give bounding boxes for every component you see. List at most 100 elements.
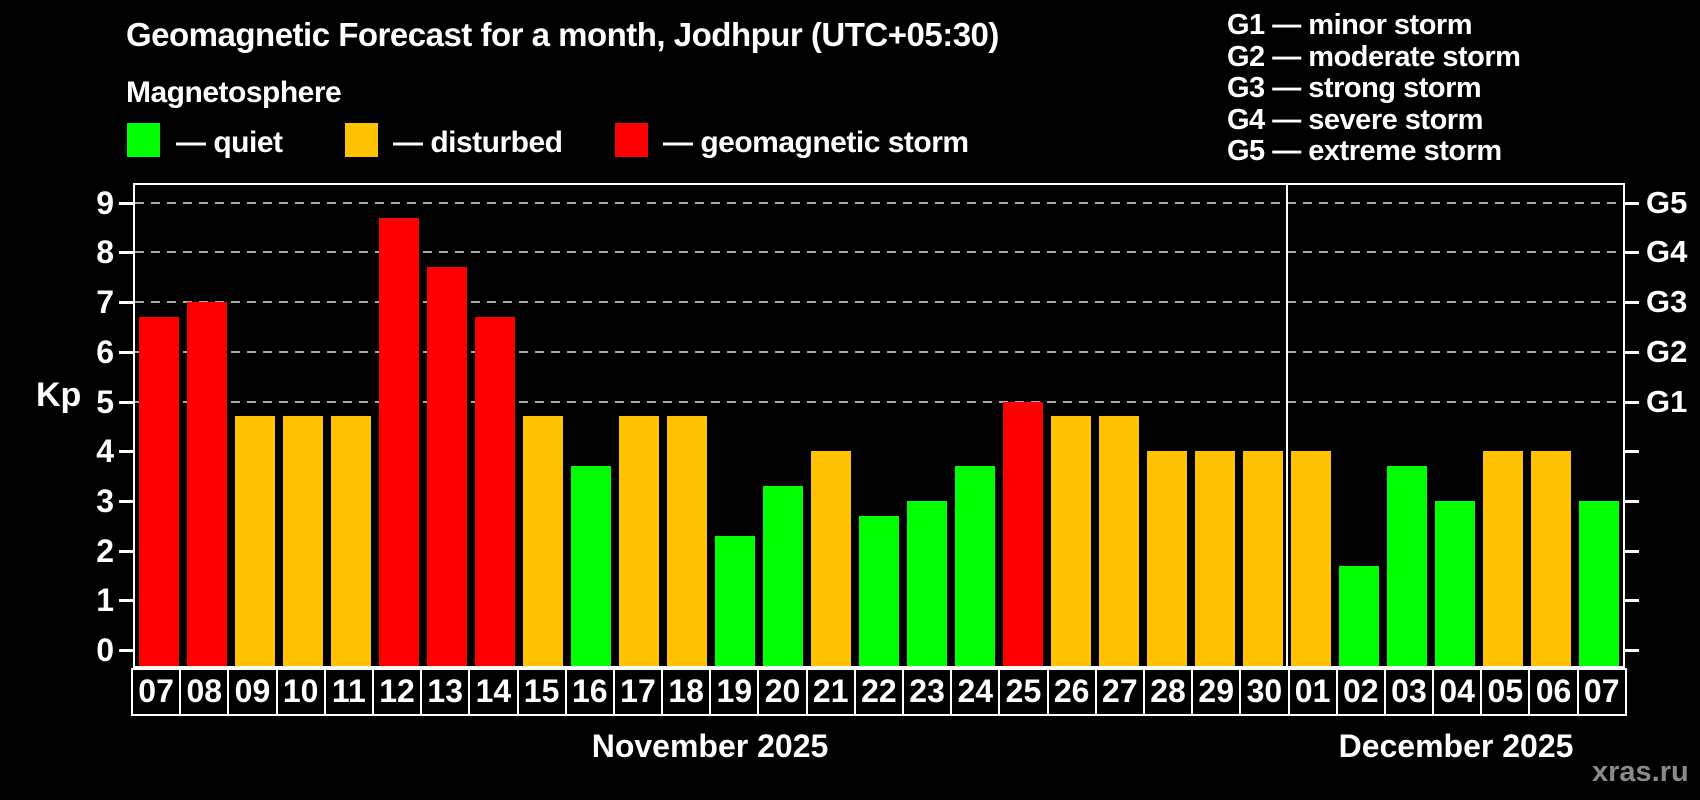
magnetosphere-label: Magnetosphere — [126, 76, 342, 109]
day-label: 08 — [179, 668, 230, 716]
day-label: 17 — [612, 668, 664, 716]
day-label: 12 — [371, 668, 423, 716]
day-label: 23 — [902, 668, 953, 716]
kp-bar-day-07 — [139, 317, 179, 666]
day-label: 30 — [1239, 668, 1290, 716]
kp-bar-day-26 — [1051, 416, 1091, 666]
day-label: 05 — [1480, 668, 1531, 716]
g-axis-tick-1 — [1625, 599, 1639, 603]
kp-bar-day-17 — [619, 416, 659, 666]
g2-legend-line: G2 — moderate storm — [1227, 40, 1521, 73]
gridline-kp-6 — [135, 350, 1623, 353]
kp-bar-day-13 — [427, 267, 467, 666]
kp-tick-label-2: 2 — [96, 532, 114, 569]
quiet-legend-label: — quiet — [176, 126, 283, 159]
day-label: 26 — [1046, 668, 1097, 716]
kp-tick-label-1: 1 — [96, 582, 114, 619]
kp-bar-day-20 — [763, 486, 803, 666]
month-separator — [1286, 185, 1288, 666]
day-label: 06 — [1528, 668, 1579, 716]
quiet-legend-swatch — [127, 123, 160, 157]
day-label: 19 — [709, 668, 760, 716]
kp-bar-day-28 — [1147, 451, 1187, 666]
g-axis-tick-5 — [1625, 400, 1639, 404]
day-label: 21 — [805, 668, 856, 716]
day-label: 04 — [1432, 668, 1483, 716]
kp-tick-label-5: 5 — [96, 383, 114, 420]
storm-legend-label: — geomagnetic storm — [663, 126, 969, 159]
day-label: 07 — [1576, 668, 1627, 716]
g-scale-legend: G1 — minor storm G2 — moderate storm G3 … — [1227, 9, 1521, 168]
g-label-g1: G1 — [1646, 383, 1688, 419]
kp-tick-0 — [119, 649, 133, 652]
kp-tick-1 — [119, 599, 133, 603]
kp-bar-day-10 — [283, 416, 323, 666]
storm-legend-swatch — [615, 123, 648, 157]
day-label: 03 — [1383, 668, 1435, 716]
kp-bar-day-15 — [523, 416, 563, 666]
kp-bar-day-09 — [235, 416, 275, 666]
kp-tick-label-0: 0 — [96, 632, 114, 668]
day-label: 18 — [661, 668, 712, 716]
g1-legend-line: G1 — minor storm — [1227, 9, 1473, 41]
day-label: 20 — [757, 668, 808, 716]
day-label: 22 — [853, 668, 904, 716]
day-label: 28 — [1142, 668, 1194, 716]
kp-axis-label: Kp — [36, 376, 82, 414]
page-title: Geomagnetic Forecast for a month, Jodhpu… — [126, 16, 999, 53]
g-label-g3: G3 — [1646, 284, 1688, 320]
gridline-kp-7 — [135, 301, 1623, 304]
kp-bar-day-03 — [1387, 466, 1427, 666]
plot-inner — [135, 185, 1623, 666]
disturbed-legend-label: — disturbed — [393, 126, 563, 159]
watermark: xras.ru — [1592, 756, 1689, 788]
gridline-kp-9 — [135, 201, 1623, 204]
gridline-kp-5 — [135, 400, 1623, 403]
day-label: 01 — [1287, 668, 1338, 716]
disturbed-legend-swatch — [345, 123, 378, 157]
g5-legend-line: G5 — extreme storm — [1227, 135, 1502, 167]
kp-tick-4 — [119, 450, 133, 454]
day-label: 07 — [131, 668, 182, 716]
kp-bar-day-27 — [1099, 416, 1139, 666]
day-label: 14 — [468, 668, 519, 716]
g-axis-tick-6 — [1625, 350, 1639, 354]
kp-tick-label-9: 9 — [96, 184, 114, 221]
kp-tick-label-6: 6 — [96, 333, 114, 370]
kp-tick-label-3: 3 — [96, 482, 114, 519]
g-label-g2: G2 — [1646, 333, 1688, 369]
kp-bar-day-30 — [1243, 451, 1283, 666]
day-label: 27 — [1094, 668, 1145, 716]
kp-bar-day-11 — [331, 416, 371, 666]
kp-tick-label-4: 4 — [96, 433, 114, 470]
g3-legend-line: G3 — strong storm — [1227, 72, 1482, 104]
month-label-december: December 2025 — [1338, 728, 1574, 764]
kp-bar-day-05 — [1483, 451, 1523, 666]
kp-tick-6 — [119, 350, 133, 354]
kp-tick-5 — [119, 400, 133, 404]
g-axis-tick-3 — [1625, 499, 1639, 503]
kp-bar-day-02 — [1339, 565, 1379, 666]
day-axis: 07 08 09 10 11 12 13 14 15 16 17 18 19 20 21 22 23 24 25 26… — [131, 668, 1627, 716]
kp-tick-2 — [119, 549, 133, 553]
g-axis-tick-2 — [1625, 549, 1639, 553]
gridline-kp-8 — [135, 251, 1623, 254]
g-axis-tick-7 — [1625, 301, 1639, 305]
plot-area — [133, 183, 1625, 668]
kp-tick-label-7: 7 — [96, 284, 114, 321]
day-label: 13 — [420, 668, 471, 716]
g-label-g5: G5 — [1646, 184, 1688, 220]
g-label-g4: G4 — [1646, 234, 1688, 270]
day-label: 24 — [950, 668, 1001, 716]
kp-tick-label-8: 8 — [96, 234, 114, 271]
kp-bar-day-14 — [475, 317, 515, 666]
day-label: 25 — [998, 668, 1049, 716]
g-axis-tick-4 — [1625, 450, 1639, 454]
kp-bar-day-01 — [1291, 451, 1331, 666]
month-label-november: November 2025 — [591, 728, 829, 764]
g4-legend-line: G4 — severe storm — [1227, 103, 1483, 136]
g-axis-tick-8 — [1625, 251, 1639, 255]
kp-tick-7 — [119, 301, 133, 305]
kp-bar-day-25 — [1003, 401, 1043, 666]
